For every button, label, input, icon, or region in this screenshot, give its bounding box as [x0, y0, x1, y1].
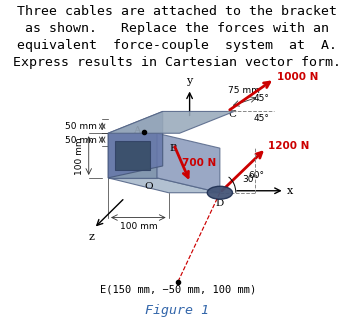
Text: x: x	[287, 186, 293, 196]
Polygon shape	[157, 133, 220, 193]
Text: B: B	[170, 144, 177, 153]
Text: Figure 1: Figure 1	[145, 304, 209, 317]
Text: 30°: 30°	[242, 175, 258, 184]
Text: A: A	[133, 126, 141, 135]
Text: 1000 N: 1000 N	[277, 72, 318, 82]
Polygon shape	[108, 178, 220, 193]
Text: E(150 mm, −50 mm, 100 mm): E(150 mm, −50 mm, 100 mm)	[100, 285, 256, 295]
Text: 100 mm: 100 mm	[75, 137, 84, 175]
Text: y: y	[187, 76, 193, 86]
Ellipse shape	[207, 186, 233, 199]
Polygon shape	[115, 141, 150, 170]
Text: 100 mm: 100 mm	[120, 222, 157, 231]
Text: 45°: 45°	[253, 94, 269, 102]
Text: 50 mm: 50 mm	[65, 136, 97, 145]
Text: 75 mm: 75 mm	[228, 86, 260, 95]
Text: Three cables are attached to the bracket
as shown.   Replace the forces with an
: Three cables are attached to the bracket…	[13, 5, 341, 69]
Polygon shape	[108, 111, 234, 133]
Text: O: O	[144, 182, 153, 191]
Text: 45°: 45°	[253, 114, 269, 124]
Text: 50 mm: 50 mm	[65, 122, 97, 131]
Text: 1200 N: 1200 N	[268, 141, 309, 151]
Text: D: D	[216, 199, 224, 208]
Text: z: z	[88, 232, 94, 243]
Text: 60°: 60°	[249, 171, 264, 180]
Text: C: C	[228, 110, 236, 119]
Polygon shape	[108, 133, 157, 178]
Text: 700 N: 700 N	[182, 158, 216, 168]
Polygon shape	[108, 111, 163, 178]
